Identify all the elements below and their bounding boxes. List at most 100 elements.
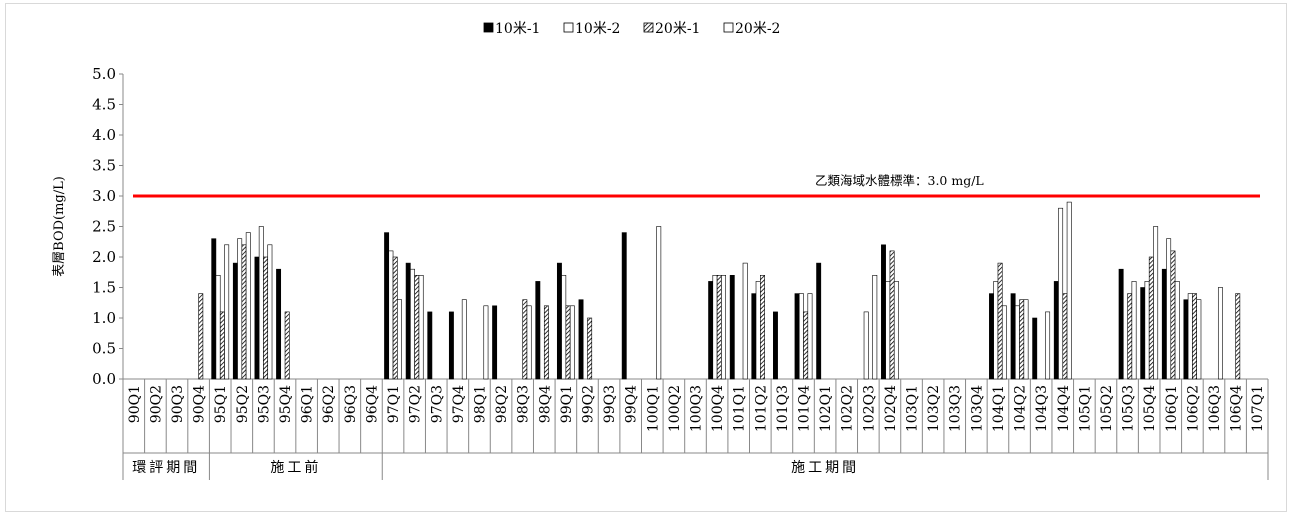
x-tick-label: 103Q2 <box>926 385 942 432</box>
x-tick-label: 98Q1 <box>472 385 488 423</box>
axes: 0.0 0.5 1.0 1.5 2.0 2.5 3.0 3.5 4.0 4.5 5.0 <box>92 65 1268 388</box>
bar-20米-1-95Q4 <box>284 311 290 380</box>
x-tick-label: 99Q4 <box>624 385 640 423</box>
bar-10米-2-101Q2 <box>755 281 761 380</box>
y-tick-label: 0.0 <box>92 370 116 388</box>
bar-20米-1-101Q2 <box>760 274 765 380</box>
y-tick-label: 0.5 <box>92 340 116 358</box>
bar-20米-2-97Q2 <box>418 274 424 380</box>
bar-10米-1-95Q1 <box>211 238 217 380</box>
bar-10米-1-97Q2 <box>405 262 411 380</box>
x-tick-label: 98Q2 <box>494 385 510 423</box>
x-tick-label: 95Q2 <box>235 385 251 423</box>
legend: 10米-1 10米-2 20米-1 20米-2 <box>483 21 780 37</box>
bar-10米-1-99Q1 <box>556 262 562 380</box>
bar-20米-1-100Q4 <box>716 274 722 380</box>
x-tick-label: 97Q3 <box>429 385 445 423</box>
standard-reference-label: 乙類海域水體標準：3.0 mg/L <box>815 173 984 188</box>
bar-20米-1-95Q2 <box>241 244 247 380</box>
bar-10米-1-106Q2 <box>1183 299 1189 380</box>
bar-10米-2-102Q4 <box>885 281 891 380</box>
bar-10米-1-101Q2 <box>751 293 757 380</box>
y-tick-label: 2.5 <box>92 218 116 236</box>
bar-10米-2-97Q2 <box>410 268 415 380</box>
x-tick-label: 105Q2 <box>1099 385 1115 432</box>
period-label: 施工期間 <box>791 460 859 476</box>
bar-20米-2-104Q3 <box>1045 311 1051 380</box>
bar-20米-2-95Q3 <box>267 244 273 380</box>
bar-20米-2-106Q2 <box>1196 299 1202 380</box>
bar-10米-1-95Q3 <box>254 256 260 380</box>
x-tick-label: 107Q1 <box>1250 385 1266 432</box>
bar-20米-2-97Q1 <box>397 299 402 380</box>
x-tick-label: 96Q3 <box>343 385 359 423</box>
bar-20米-2-102Q3 <box>872 274 878 380</box>
x-tick-label: 96Q1 <box>300 385 316 423</box>
bar-20米-2-106Q1 <box>1174 281 1180 380</box>
bar-10米-1-104Q4 <box>1053 281 1059 380</box>
bar-10米-1-104Q2 <box>1010 293 1016 380</box>
x-tick-label: 101Q3 <box>775 385 791 432</box>
y-tick-label: 4.5 <box>92 96 116 114</box>
x-tick-label: 97Q2 <box>408 385 424 423</box>
bar-20米-1-98Q4 <box>543 305 549 380</box>
x-tick-label: 100Q1 <box>645 385 661 432</box>
x-tick-label: 104Q3 <box>1034 385 1050 432</box>
bar-10米-1-102Q1 <box>816 262 822 380</box>
bar-10米-1-104Q1 <box>989 293 994 380</box>
bar-20米-2-105Q3 <box>1131 281 1137 380</box>
bar-20米-1-98Q3 <box>522 299 528 380</box>
bar-20米-1-104Q4 <box>1062 293 1068 380</box>
legend-swatch <box>483 22 494 33</box>
x-tick-label: 101Q2 <box>753 385 769 432</box>
bars <box>198 201 1241 380</box>
bar-20米-2-104Q4 <box>1066 201 1072 380</box>
x-tick-label: 95Q3 <box>256 385 272 423</box>
legend-swatch <box>563 22 574 33</box>
x-tick-label: 106Q4 <box>1229 385 1245 432</box>
bar-10米-1-102Q4 <box>881 244 886 380</box>
bar-20米-2-102Q4 <box>893 281 899 380</box>
bar-10米-1-97Q4 <box>448 311 454 380</box>
bar-10米-1-101Q3 <box>773 311 778 380</box>
bar-10米-2-95Q1 <box>215 274 221 380</box>
bar-20米-1-99Q2 <box>587 317 593 380</box>
x-tick-label: 100Q2 <box>667 385 683 432</box>
bar-10米-2-105Q4 <box>1144 281 1150 380</box>
x-tick-label: 97Q1 <box>386 385 402 423</box>
x-tick-label: 98Q3 <box>516 385 532 423</box>
bar-20米-2-97Q4 <box>461 299 467 380</box>
bar-20米-2-101Q4 <box>807 293 813 380</box>
period-label: 施工前 <box>270 459 321 476</box>
bar-20米-2-104Q1 <box>1001 305 1007 380</box>
x-axis: 90Q1 90Q2 90Q3 90Q4 95Q1 95Q2 95Q3 95Q4 96Q1 96Q2… <box>122 379 1269 453</box>
bar-10米-2-100Q4 <box>712 274 718 380</box>
bar-10米-2-106Q2 <box>1187 293 1193 380</box>
bar-10米-1-100Q4 <box>708 281 714 380</box>
bar-20米-1-102Q4 <box>889 250 895 380</box>
bar-20米-1-90Q4 <box>198 293 204 380</box>
bar-20米-2-95Q2 <box>245 232 251 380</box>
x-tick-label: 99Q1 <box>559 385 575 423</box>
chart-frame <box>5 3 1287 512</box>
x-tick-label: 102Q3 <box>861 385 877 432</box>
bar-10米-1-99Q4 <box>621 232 627 380</box>
bar-10米-1-99Q2 <box>578 299 584 380</box>
bar-10米-2-97Q1 <box>388 250 394 380</box>
y-tick-label: 3.5 <box>92 157 116 175</box>
bar-20米-1-106Q2 <box>1192 293 1197 380</box>
x-tick-label: 100Q3 <box>689 385 705 432</box>
bar-20米-2-105Q4 <box>1153 226 1159 380</box>
bar-20米-2-100Q4 <box>721 274 727 380</box>
bar-20米-2-101Q1 <box>742 262 748 380</box>
bar-10米-1-98Q2 <box>492 305 498 380</box>
x-tick-label: 95Q1 <box>213 385 229 423</box>
bar-20米-1-101Q4 <box>803 311 809 380</box>
bar-10米-2-104Q4 <box>1058 207 1064 380</box>
bar-20米-1-95Q3 <box>263 256 269 380</box>
x-tick-label: 102Q4 <box>883 385 899 432</box>
bar-10米-1-95Q2 <box>232 262 238 380</box>
bar-20米-1-106Q4 <box>1235 293 1241 380</box>
x-tick-label: 103Q1 <box>905 385 921 432</box>
